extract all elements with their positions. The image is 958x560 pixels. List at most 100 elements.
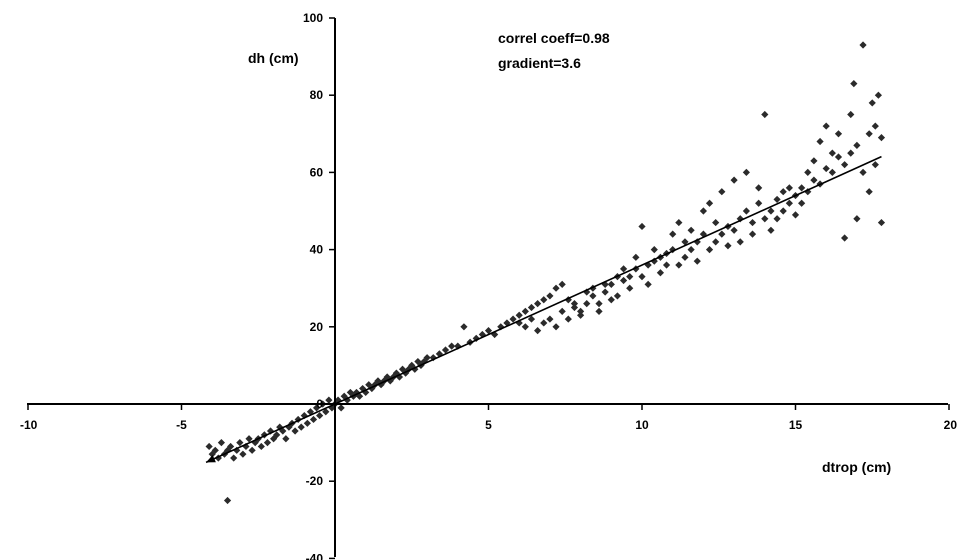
data-point xyxy=(705,246,714,254)
data-point xyxy=(865,130,873,138)
y-tick-label: 0 xyxy=(316,397,323,411)
data-point xyxy=(423,354,431,362)
data-point xyxy=(810,157,818,165)
data-point xyxy=(767,207,775,215)
data-point xyxy=(395,373,404,381)
data-point xyxy=(834,130,843,138)
data-point xyxy=(230,454,238,462)
data-point xyxy=(779,188,787,196)
data-point xyxy=(552,284,560,292)
data-point xyxy=(291,427,299,435)
data-point xyxy=(755,199,763,207)
data-point xyxy=(546,315,554,323)
data-point xyxy=(527,315,536,323)
data-point xyxy=(251,439,259,447)
data-point xyxy=(509,315,517,323)
data-point xyxy=(205,442,213,451)
data-point xyxy=(632,265,640,273)
data-point xyxy=(577,311,585,319)
data-point xyxy=(687,246,695,254)
data-point xyxy=(227,442,235,451)
data-point xyxy=(441,346,450,354)
data-point xyxy=(266,427,275,435)
data-point xyxy=(211,446,219,454)
data-point xyxy=(303,419,311,427)
data-point xyxy=(239,450,247,458)
data-point xyxy=(773,215,781,223)
data-point xyxy=(632,253,640,261)
data-point xyxy=(718,230,726,238)
data-point xyxy=(448,342,456,350)
data-point xyxy=(816,137,824,146)
data-point xyxy=(650,246,658,254)
data-point xyxy=(828,149,836,157)
data-point xyxy=(242,442,250,451)
data-point xyxy=(755,184,763,192)
data-point xyxy=(730,226,738,234)
data-point xyxy=(322,408,330,416)
data-point xyxy=(386,377,394,385)
data-point xyxy=(570,303,579,312)
gradient-annotation: gradient=3.6 xyxy=(498,55,581,71)
data-point xyxy=(484,327,493,335)
data-point xyxy=(828,168,836,176)
data-point xyxy=(564,315,572,323)
x-tick-label: 5 xyxy=(485,418,492,432)
data-point xyxy=(340,392,348,400)
x-tick-label: 20 xyxy=(944,418,958,432)
data-points xyxy=(205,41,886,505)
data-point xyxy=(669,230,677,238)
y-tick-label: 20 xyxy=(310,320,324,334)
x-tick-label: -10 xyxy=(20,418,38,432)
data-point xyxy=(871,161,879,169)
data-point xyxy=(346,388,354,397)
data-point xyxy=(497,323,505,331)
correlation-annotation: correl coeff=0.98 xyxy=(498,30,610,46)
data-point xyxy=(420,357,428,366)
data-point xyxy=(552,323,560,331)
data-point xyxy=(742,207,750,215)
y-axis-ticks: 100 80 60 40 20 0 -20 -40 xyxy=(303,11,335,560)
x-axis-title: dtrop (cm) xyxy=(822,459,891,475)
data-point xyxy=(570,300,579,308)
data-point xyxy=(595,300,603,308)
data-point xyxy=(748,230,757,238)
data-point xyxy=(273,431,281,439)
data-point xyxy=(515,311,523,319)
x-tick-label: -5 xyxy=(176,418,187,432)
data-point xyxy=(841,234,849,242)
data-point xyxy=(365,381,373,389)
data-point xyxy=(626,284,634,292)
data-point xyxy=(534,300,542,308)
data-point xyxy=(217,439,226,447)
trendline-arrowhead xyxy=(206,455,216,463)
data-point xyxy=(558,280,566,288)
data-point xyxy=(282,435,290,443)
data-point xyxy=(607,280,615,288)
data-point xyxy=(223,496,232,505)
data-point xyxy=(601,280,609,288)
data-point xyxy=(263,439,272,447)
data-point xyxy=(236,439,244,447)
data-point xyxy=(316,411,324,420)
data-point xyxy=(595,307,603,315)
data-point xyxy=(527,303,536,312)
data-point xyxy=(865,188,873,196)
data-point xyxy=(309,415,318,424)
data-point xyxy=(847,149,855,157)
data-point xyxy=(583,300,591,308)
data-point xyxy=(785,184,793,192)
data-point xyxy=(675,218,683,227)
data-point xyxy=(540,319,548,327)
data-point xyxy=(534,327,542,335)
data-point xyxy=(619,265,628,273)
data-point xyxy=(847,110,855,119)
data-point xyxy=(478,330,486,339)
data-point xyxy=(248,446,256,454)
data-point xyxy=(853,215,861,223)
data-point xyxy=(871,122,879,130)
data-point xyxy=(853,141,861,149)
data-point xyxy=(297,423,305,431)
data-point xyxy=(245,435,253,443)
y-tick-label: -20 xyxy=(306,474,324,488)
